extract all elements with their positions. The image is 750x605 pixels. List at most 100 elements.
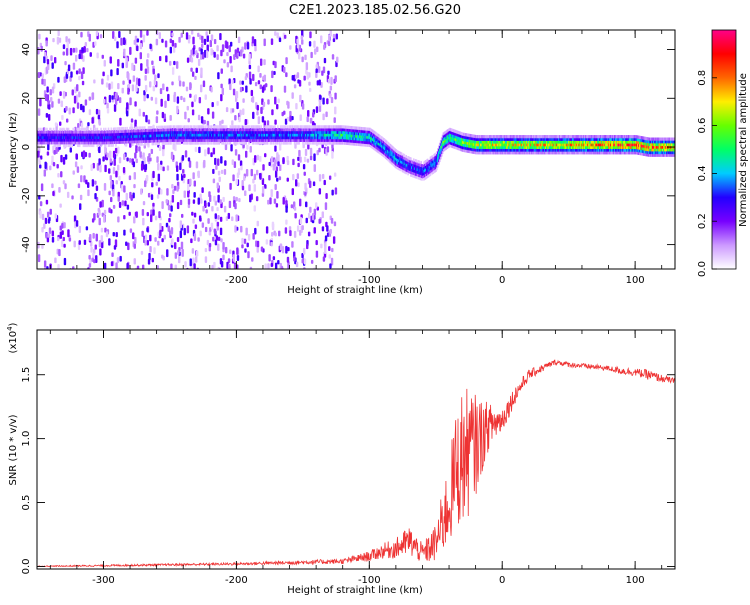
noise-cell (314, 48, 317, 55)
noise-cell (190, 30, 194, 35)
ridge-cell (147, 126, 150, 130)
ridge-cell (78, 143, 81, 148)
ridge-cell (372, 141, 375, 145)
noise-cell (197, 170, 200, 179)
ridge-cell (229, 130, 232, 134)
noise-cell (240, 225, 243, 233)
ridge-cell (329, 138, 331, 142)
ridge-cell (271, 125, 274, 129)
ridge-cell (481, 143, 484, 147)
ridge-cell (129, 129, 131, 133)
ridge-cell (265, 128, 268, 132)
ridge-cell (229, 141, 232, 145)
noise-cell (160, 160, 163, 165)
noise-cell (65, 36, 68, 43)
ridge-cell (174, 138, 177, 142)
ridge-cell (440, 137, 443, 141)
ridge-cell (497, 148, 500, 152)
ridge-cell (188, 128, 191, 132)
noise-cell (45, 199, 49, 205)
ridge-cell (389, 160, 392, 164)
ridge-cell (454, 140, 457, 144)
noise-cell (188, 34, 191, 40)
ridge-cell (316, 128, 318, 132)
ridge-cell (59, 138, 61, 142)
ridge-cell (179, 133, 181, 137)
ridge-cell (394, 158, 396, 163)
ridge-cell (116, 132, 118, 136)
noise-cell (325, 111, 328, 118)
ridge-cell (129, 132, 131, 136)
ridge-cell (107, 130, 110, 134)
noise-cell (197, 114, 201, 121)
noise-cell (274, 145, 277, 152)
noise-cell (88, 33, 91, 42)
ridge-cell (478, 151, 481, 155)
ridge-cell (304, 136, 307, 140)
noise-cell (318, 174, 322, 182)
ridge-cell (232, 130, 234, 134)
ridge-cell (212, 125, 215, 129)
ridge-cell (466, 144, 469, 148)
ridge-cell (269, 125, 272, 129)
noise-cell (100, 227, 104, 233)
ridge-cell (465, 149, 468, 153)
noise-cell (146, 59, 149, 67)
ridge-cell (497, 143, 500, 147)
ridge-cell (263, 130, 265, 134)
ridge-cell (498, 151, 501, 155)
noise-cell (46, 58, 50, 65)
ridge-cell (264, 138, 266, 142)
ridge-cell (478, 137, 480, 141)
ridge-cell (197, 125, 199, 129)
ridge-cell (215, 125, 218, 129)
noise-cell (226, 51, 229, 57)
ridge-cell (73, 135, 75, 140)
ridge-cell (303, 125, 305, 129)
ridge-cell (408, 161, 410, 166)
ridge-cell (175, 141, 178, 145)
noise-cell (284, 227, 288, 234)
ridge-cell (463, 146, 465, 150)
ridge-cell (366, 140, 368, 145)
ridge-cell (197, 136, 200, 140)
ridge-cell (319, 130, 322, 134)
ridge-cell (328, 125, 330, 129)
ridge-cell (183, 133, 185, 137)
ridge-cell (360, 129, 363, 133)
ridge-cell (153, 139, 155, 143)
ridge-cell (388, 143, 391, 147)
ridge-cell (455, 143, 458, 147)
ridge-cell (454, 135, 457, 139)
noise-cell (43, 260, 47, 268)
ridge-cell (325, 128, 328, 132)
noise-cell (193, 233, 197, 242)
ridge-cell (495, 137, 498, 141)
ridge-cell (86, 133, 88, 137)
ridge-cell (439, 145, 442, 149)
ridge-cell (175, 125, 178, 129)
ridge-cell (272, 128, 274, 132)
noise-cell (329, 85, 333, 91)
ridge-cell (230, 138, 233, 142)
ridge-cell (517, 148, 519, 152)
ridge-cell (74, 133, 76, 137)
ridge-cell (486, 135, 488, 139)
ridge-cell (47, 141, 49, 145)
noise-cell (93, 79, 96, 84)
ridge-cell (360, 126, 363, 131)
ridge-cell (325, 125, 328, 129)
ridge-cell (239, 128, 242, 132)
noise-cell (317, 66, 321, 73)
ridge-cell (224, 130, 226, 134)
noise-cell (149, 157, 152, 162)
ridge-cell (73, 133, 75, 137)
ridge-cell (482, 148, 485, 152)
ridge-cell (164, 128, 167, 132)
ridge-cell (49, 135, 51, 140)
noise-cell (180, 241, 184, 250)
noise-cell (277, 98, 280, 104)
noise-cell (62, 51, 65, 56)
ridge-cell (342, 136, 344, 140)
noise-cell (199, 34, 202, 40)
